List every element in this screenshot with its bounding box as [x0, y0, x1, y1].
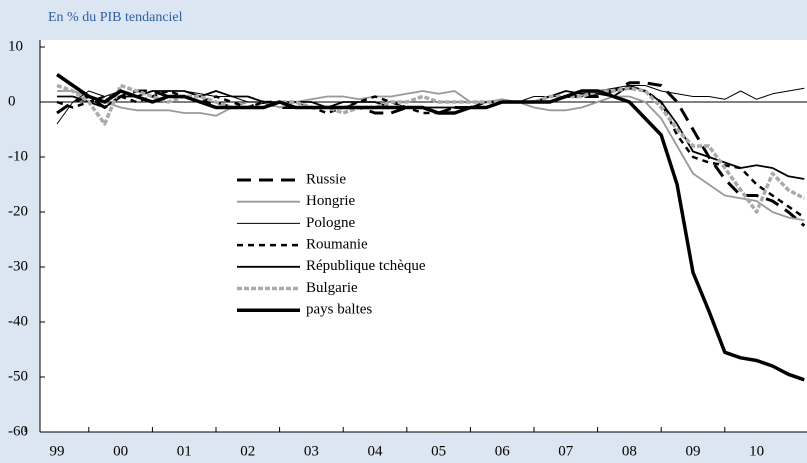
- legend-label: Roumanie: [306, 237, 368, 253]
- legend-label: République tchèque: [306, 258, 426, 274]
- plot-area: [40, 40, 807, 432]
- y-tick-label: 0: [8, 93, 16, 109]
- x-tick-label: 05: [431, 443, 446, 459]
- x-tick-label: 10: [749, 443, 764, 459]
- x-tick-label: 04: [368, 443, 384, 459]
- x-tick-label: 03: [304, 443, 319, 459]
- legend-label: Pologne: [306, 215, 356, 231]
- x-tick-label: 06: [495, 443, 511, 459]
- legend-label: pays baltes: [306, 302, 372, 318]
- subtitle: En % du PIB tendanciel: [48, 10, 183, 25]
- legend-label: Hongrie: [306, 193, 355, 209]
- x-tick-label: 07: [558, 443, 574, 459]
- y-tick-label: -60: [8, 423, 28, 439]
- x-tick-label: 01: [177, 443, 192, 459]
- y-tick-label: -40: [8, 313, 28, 329]
- line: [56, 87, 806, 219]
- x-tick-label: 99: [50, 443, 65, 459]
- line: [57, 84, 805, 180]
- y-tick-label: 10: [8, 38, 23, 54]
- y-tick-label: -30: [8, 258, 28, 274]
- legend-label: Russie: [306, 171, 346, 187]
- y-tick-label: -20: [8, 203, 28, 219]
- y-tick-label: -50: [8, 368, 28, 384]
- x-tick-label: 09: [686, 443, 701, 459]
- line: [57, 90, 805, 222]
- line: [56, 73, 805, 382]
- x-tick-label: 08: [622, 443, 637, 459]
- x-tick-label: 02: [240, 443, 255, 459]
- y-tick-label: -10: [8, 148, 28, 164]
- x-tick-label: 00: [113, 443, 128, 459]
- legend-label: Bulgarie: [306, 280, 358, 296]
